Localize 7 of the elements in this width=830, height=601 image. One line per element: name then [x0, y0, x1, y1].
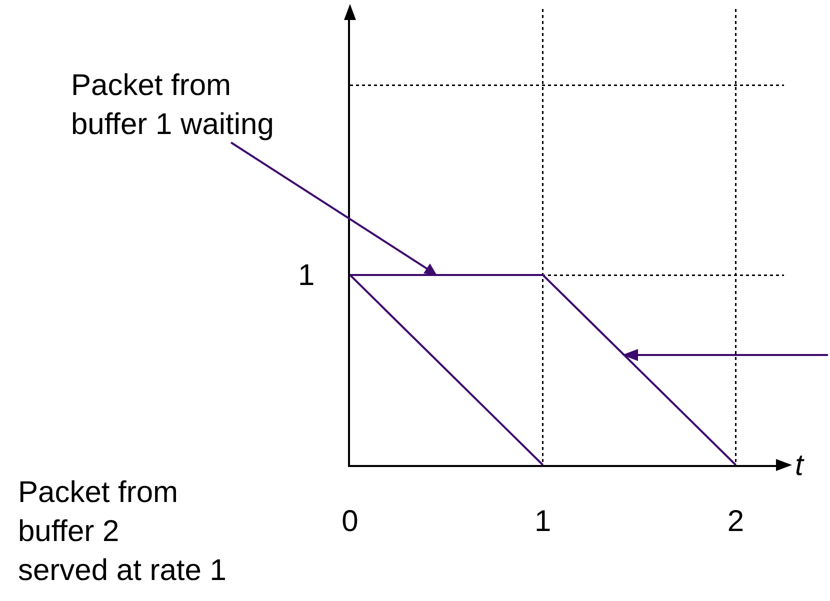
text: 1: [298, 259, 315, 292]
x-tick-label: 2: [727, 505, 744, 538]
x-tick-label: 1: [534, 505, 552, 538]
x-axis-title: t: [795, 449, 805, 482]
annotation: Packet from buffer 1 waiting: [71, 69, 274, 141]
text: Packet from buffer 2 served at rate 1: [18, 476, 226, 587]
x-tick-label: 0: [342, 505, 358, 538]
